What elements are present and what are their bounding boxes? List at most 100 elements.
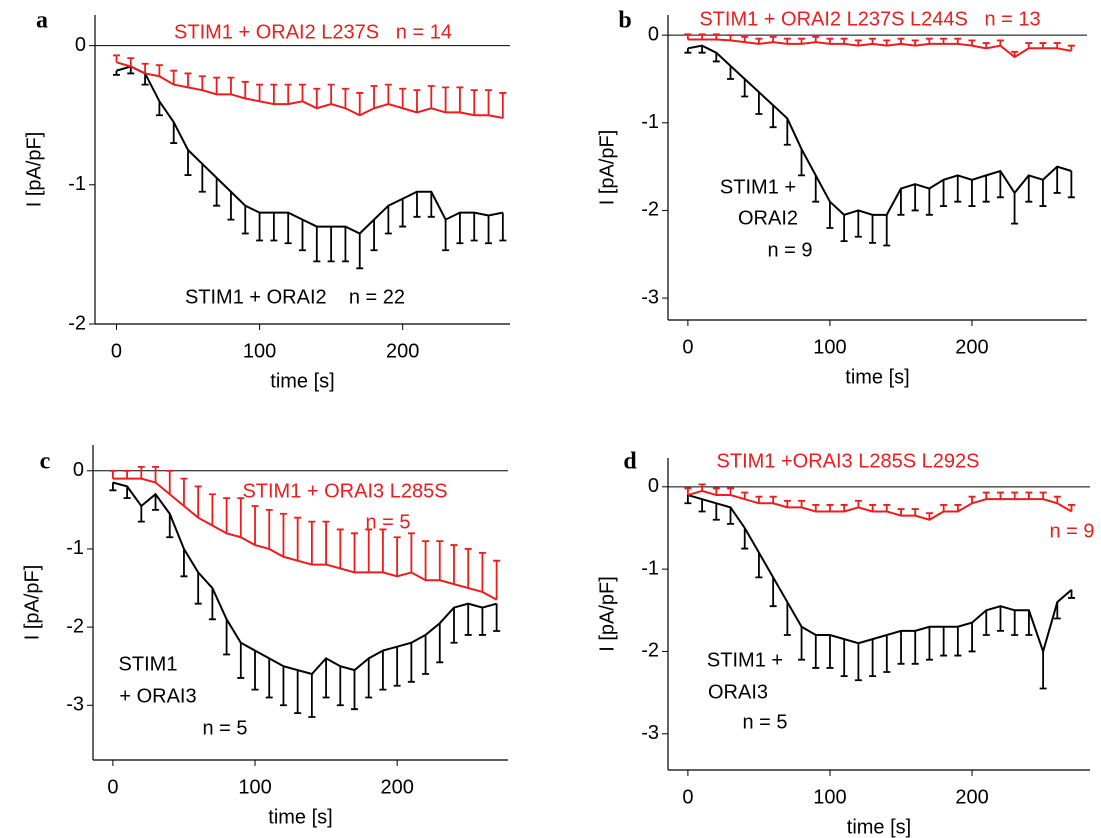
y-tick-label: -1 (641, 557, 659, 579)
series-label: STIM1 (119, 653, 178, 675)
series-label: n = 5 (365, 511, 410, 533)
error-bar (127, 57, 135, 67)
error-bar (1039, 651, 1047, 690)
error-bar (223, 497, 231, 534)
error-bar (684, 48, 692, 54)
error-bar (996, 606, 1004, 632)
error-bar (769, 577, 777, 608)
error-bar (294, 670, 302, 715)
error-bar (897, 188, 905, 216)
error-bar (1011, 610, 1019, 636)
error-bar (341, 226, 349, 263)
error-bar (413, 191, 421, 218)
error-bar (911, 630, 919, 665)
y-tick-label: -2 (641, 640, 659, 662)
error-bar (826, 201, 834, 229)
error-bar (478, 551, 486, 592)
y-tick-label: -1 (641, 111, 659, 133)
error-bar (1011, 491, 1019, 500)
error-bar (237, 497, 245, 538)
error-bar (499, 92, 507, 118)
error-bar (456, 86, 464, 113)
error-bar (741, 491, 749, 500)
error-bar (427, 191, 435, 218)
error-bar (155, 64, 163, 77)
y-tick-label: 0 (73, 459, 84, 481)
y-tick-label: 0 (648, 475, 659, 497)
series-line (687, 494, 1073, 655)
error-bar (327, 226, 335, 263)
series-label: STIM1 + (720, 176, 796, 198)
error-bar (493, 559, 501, 600)
error-bar (684, 487, 692, 496)
error-bar (442, 86, 450, 113)
error-bar (698, 483, 706, 491)
error-bar (227, 76, 235, 95)
error-bar (493, 603, 501, 632)
error-bar (854, 643, 862, 682)
y-tick-label: 0 (648, 23, 659, 45)
y-tick-label: -2 (641, 199, 659, 221)
error-bar (256, 83, 264, 102)
x-tick-label: 200 (955, 336, 988, 358)
y-axis-label: I [pA/pF] (596, 130, 618, 206)
series-label: STIM1 + (707, 649, 783, 671)
error-bar (783, 118, 791, 146)
error-bar (109, 469, 117, 479)
x-tick-label: 200 (386, 340, 419, 362)
error-bar (393, 536, 401, 577)
error-bar (840, 639, 848, 678)
error-bar (265, 658, 273, 699)
error-bar (812, 634, 820, 669)
error-bar (227, 191, 235, 221)
error-bar (393, 646, 401, 687)
error-bar (911, 184, 919, 212)
panel-letter: b (618, 8, 631, 34)
y-tick-label: -3 (641, 286, 659, 308)
panel-letter: d (623, 449, 637, 475)
error-bar (152, 494, 160, 511)
y-tick-label: -1 (66, 537, 84, 559)
x-tick-label: 100 (813, 336, 846, 358)
error-bar (726, 65, 734, 80)
error-bar (284, 212, 292, 245)
error-bar (812, 504, 820, 512)
error-bar (854, 499, 862, 508)
error-bar (322, 520, 330, 565)
series-line (687, 38, 1072, 59)
error-bar (798, 149, 806, 177)
x-tick-label: 100 (243, 340, 276, 362)
error-bar (812, 175, 820, 203)
error-bar (698, 499, 706, 513)
error-bar (1053, 166, 1061, 194)
error-bar (184, 72, 192, 88)
y-axis-label: I [pA/pF] (596, 576, 618, 652)
panel-letter: c (40, 449, 51, 475)
error-bar (308, 520, 316, 565)
error-bar (954, 626, 962, 657)
error-bar (208, 588, 216, 621)
series-line (687, 44, 1072, 216)
error-bar (294, 516, 302, 561)
series-label: STIM1 + ORAI2 n = 22 (185, 286, 405, 308)
error-bar (464, 548, 472, 589)
error-bar (727, 487, 735, 496)
error-bar (213, 177, 221, 207)
error-bar (194, 572, 202, 605)
error-bar (996, 491, 1004, 500)
error-bar (869, 639, 877, 678)
error-bar (783, 499, 791, 508)
series-label: STIM1 + ORAI3 L285S (242, 480, 447, 502)
error-bar (152, 465, 160, 483)
error-bar (427, 85, 435, 109)
error-bar (223, 619, 231, 656)
error-bar (279, 666, 287, 707)
error-bar (755, 495, 763, 504)
y-tick-label: -3 (66, 694, 84, 716)
error-bar (869, 214, 877, 244)
error-bar (755, 92, 763, 115)
error-bar (166, 469, 174, 495)
error-bar (127, 66, 135, 75)
